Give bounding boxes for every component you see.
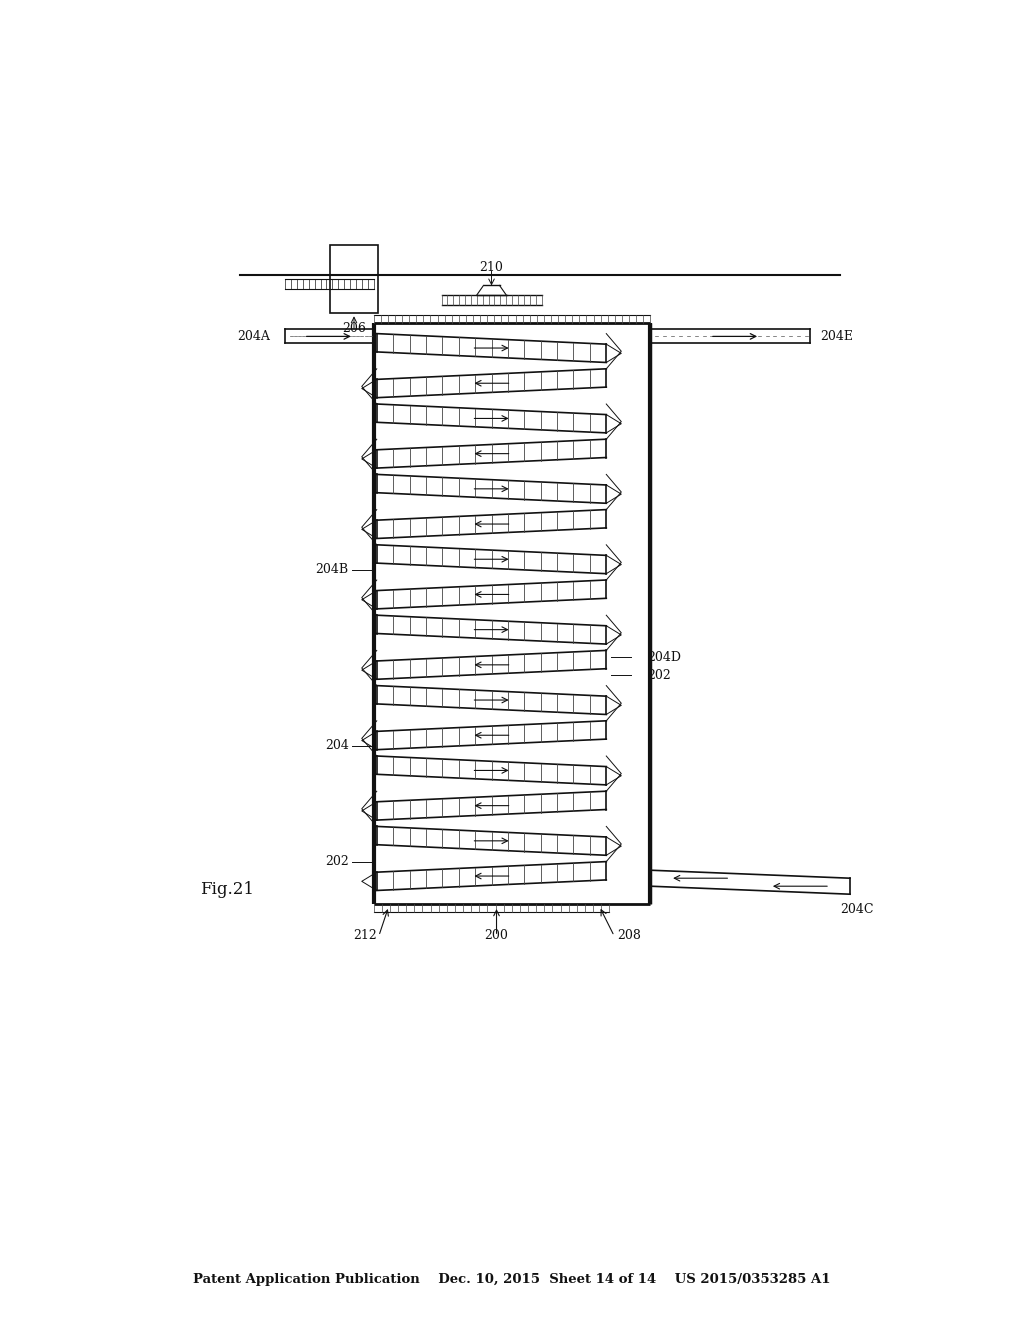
- Text: 208: 208: [617, 929, 641, 942]
- Text: 206: 206: [342, 322, 366, 335]
- Text: 202: 202: [325, 855, 349, 869]
- Text: 204D: 204D: [647, 651, 681, 664]
- Text: 204E: 204E: [820, 330, 853, 343]
- Text: 204B: 204B: [315, 564, 349, 577]
- Text: 212: 212: [353, 929, 377, 942]
- Text: 204C: 204C: [840, 903, 873, 916]
- Text: 204: 204: [325, 739, 349, 752]
- Text: 204A: 204A: [238, 330, 270, 343]
- Text: Patent Application Publication    Dec. 10, 2015  Sheet 14 of 14    US 2015/03532: Patent Application Publication Dec. 10, …: [194, 1274, 830, 1287]
- Text: 210: 210: [479, 261, 504, 275]
- Text: Fig.21: Fig.21: [200, 882, 254, 899]
- Text: 202: 202: [647, 669, 671, 682]
- Text: 200: 200: [484, 929, 509, 942]
- Bar: [330, 246, 378, 313]
